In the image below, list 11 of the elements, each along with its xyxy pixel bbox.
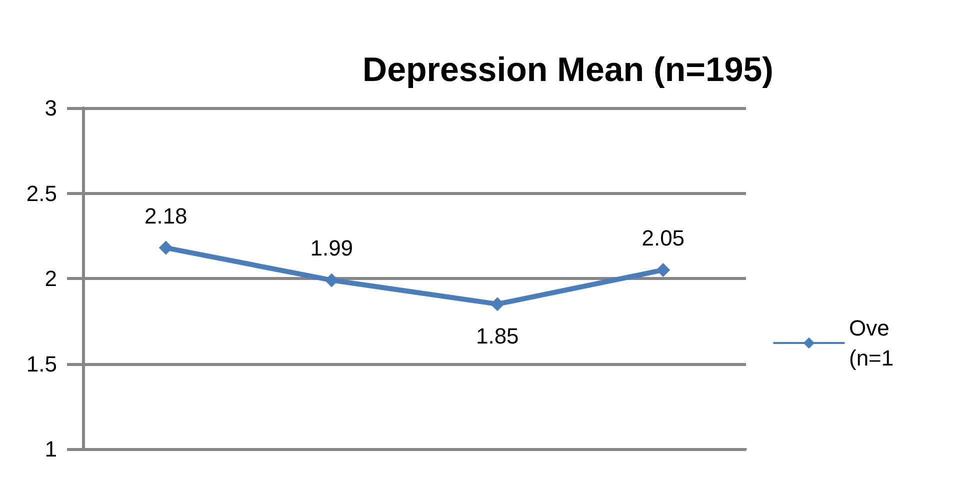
- data-label: 1.99: [310, 236, 354, 261]
- y-tick-label: 1: [44, 436, 57, 462]
- data-label: 2.05: [642, 225, 685, 250]
- y-tick-label: 2.5: [26, 180, 57, 206]
- y-tick-label: 3: [44, 96, 57, 120]
- chart-title: Depression Mean (n=195): [362, 51, 774, 89]
- data-label: 1.85: [476, 324, 519, 349]
- y-tick-label: 2: [44, 266, 57, 291]
- legend-label: Ove (n=1: [849, 316, 894, 370]
- data-label: 2.18: [144, 203, 188, 228]
- y-tick-label: 1.5: [26, 351, 57, 376]
